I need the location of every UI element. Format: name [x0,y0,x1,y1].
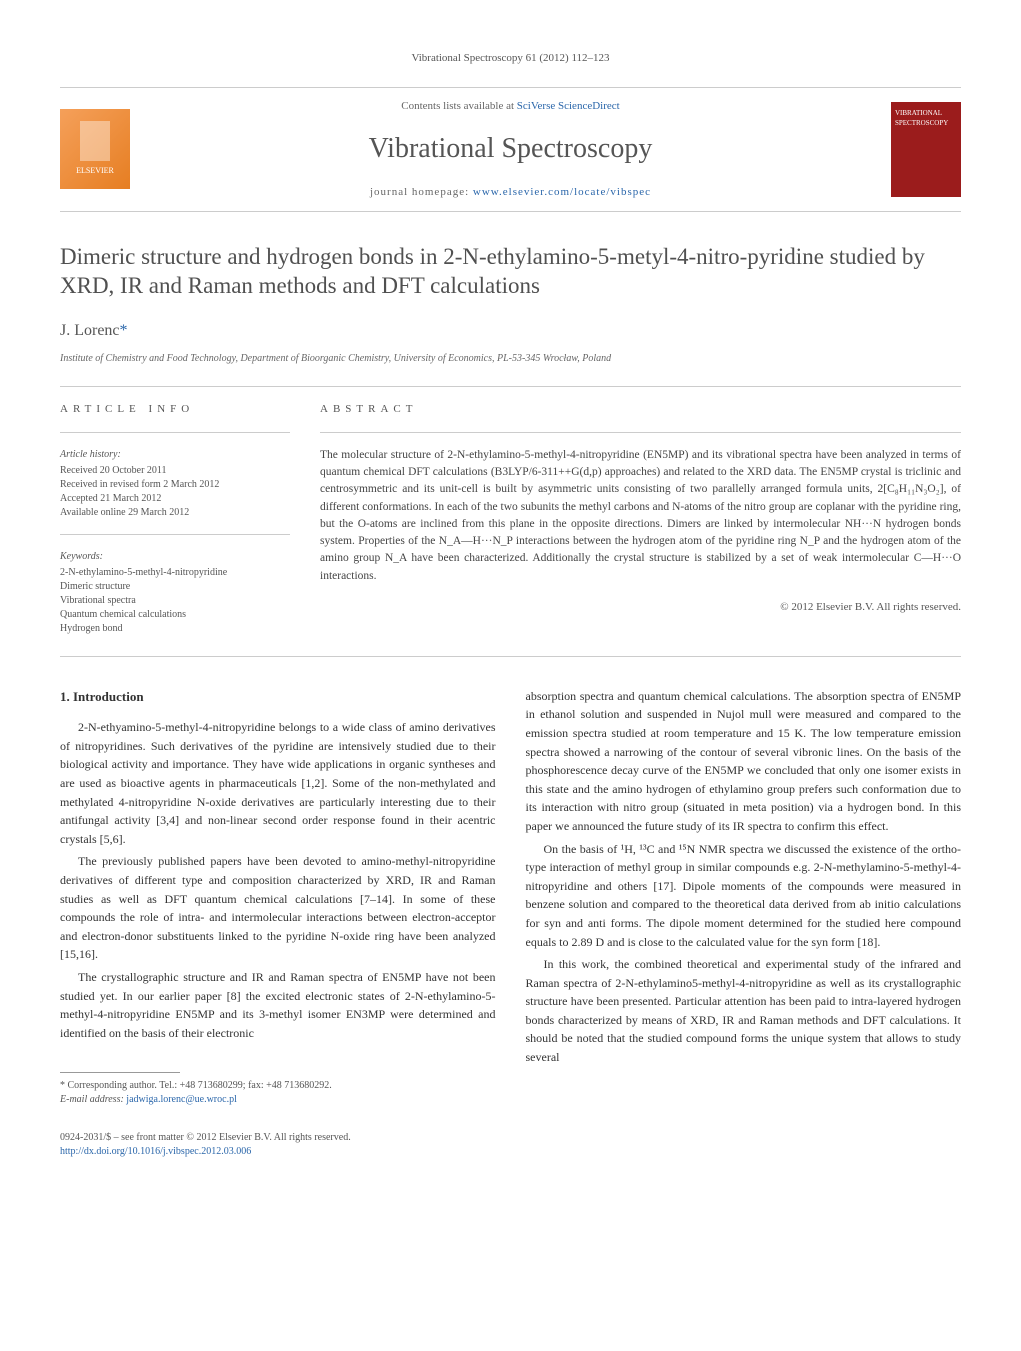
issn-line: 0924-2031/$ – see front matter © 2012 El… [60,1131,496,1145]
sciencedirect-link[interactable]: SciVerse ScienceDirect [517,100,620,112]
body-paragraph: In this work, the combined theoretical a… [526,955,962,1067]
divider [60,656,961,657]
contents-text: Contents lists available at [401,100,516,112]
keywords-label: Keywords: [60,549,290,564]
footnote-rule [60,1072,180,1073]
keywords-text: 2-N-ethylamino-5-methyl-4-nitropyridine … [60,566,290,636]
elsevier-logo: ELSEVIER [60,109,130,189]
divider [320,432,961,433]
author-line: J. Lorenc* [60,319,961,343]
corr-contact: * Corresponding author. Tel.: +48 713680… [60,1079,496,1093]
masthead-center: Contents lists available at SciVerse Sci… [150,98,871,201]
body-paragraph: On the basis of ¹H, ¹³C and ¹⁵N NMR spec… [526,840,962,952]
homepage-link[interactable]: www.elsevier.com/locate/vibspec [473,186,651,198]
email-label: E-mail address: [60,1094,126,1105]
divider [60,386,961,387]
body-paragraph: The crystallographic structure and IR an… [60,968,496,1042]
abstract-column: abstract The molecular structure of 2-N-… [320,401,961,636]
running-head: Vibrational Spectroscopy 61 (2012) 112–1… [60,50,961,67]
body-paragraph: The previously published papers have bee… [60,852,496,964]
article-info-column: article info Article history: Received 2… [60,401,290,636]
article-title: Dimeric structure and hydrogen bonds in … [60,242,961,302]
section-heading-introduction: 1. Introduction [60,687,496,707]
info-abstract-row: article info Article history: Received 2… [60,401,961,636]
journal-title: Vibrational Spectroscopy [150,128,871,170]
email-link[interactable]: jadwiga.lorenc@ue.wroc.pl [126,1094,237,1105]
doi-block: 0924-2031/$ – see front matter © 2012 El… [60,1131,496,1159]
corresponding-footnote: * Corresponding author. Tel.: +48 713680… [60,1079,496,1107]
author-name: J. Lorenc [60,322,120,339]
journal-masthead: ELSEVIER Contents lists available at Sci… [60,87,961,212]
article-info-heading: article info [60,401,290,418]
body-paragraph: 2-N-ethyamino-5-methyl-4-nitropyridine b… [60,718,496,848]
body-paragraph: absorption spectra and quantum chemical … [526,687,962,836]
journal-cover-thumb: VIBRATIONAL SPECTROSCOPY [891,102,961,197]
corresponding-marker[interactable]: * [120,322,128,339]
divider [60,432,290,433]
abstract-text: The molecular structure of 2-N-ethylamin… [320,447,961,585]
copyright-line: © 2012 Elsevier B.V. All rights reserved… [320,599,961,616]
contents-line: Contents lists available at SciVerse Sci… [150,98,871,115]
homepage-label: journal homepage: [370,186,473,198]
history-text: Received 20 October 2011 Received in rev… [60,464,290,520]
body-col-right: absorption spectra and quantum chemical … [526,687,962,1160]
body-columns: 1. Introduction 2-N-ethyamino-5-methyl-4… [60,687,961,1160]
tree-icon [80,121,110,161]
abstract-heading: abstract [320,401,961,418]
history-label: Article history: [60,447,290,462]
homepage-line: journal homepage: www.elsevier.com/locat… [150,184,871,201]
divider [60,534,290,535]
body-col-left: 1. Introduction 2-N-ethyamino-5-methyl-4… [60,687,496,1160]
doi-link[interactable]: http://dx.doi.org/10.1016/j.vibspec.2012… [60,1146,251,1157]
cover-label: VIBRATIONAL SPECTROSCOPY [895,109,948,128]
publisher-logo-label: ELSEVIER [76,165,114,177]
affiliation: Institute of Chemistry and Food Technolo… [60,351,961,366]
